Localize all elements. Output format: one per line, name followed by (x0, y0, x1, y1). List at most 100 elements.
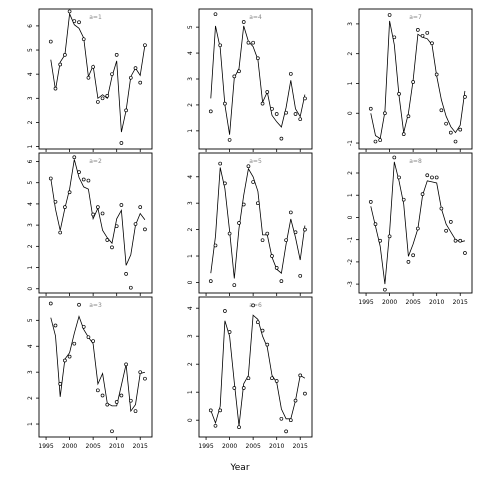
x-tick-label: 2015 (133, 443, 148, 450)
panel-title: a=3 (89, 302, 102, 309)
y-tick-label: 4 (27, 202, 34, 206)
x-tick-label: 2000 (222, 443, 237, 450)
x-tick-label: 2005 (406, 299, 421, 306)
data-point (237, 69, 241, 74)
data-point (373, 222, 378, 226)
y-tick-label: 2 (27, 396, 34, 400)
y-tick-label: 3 (27, 370, 34, 374)
data-point (411, 253, 415, 258)
y-tick-label: 2 (27, 120, 34, 124)
data-point (114, 224, 119, 229)
data-point (96, 388, 100, 393)
data-point (119, 393, 124, 398)
y-tick-label: 1 (187, 254, 194, 258)
data-point (284, 110, 288, 115)
panel-5: 0 1 2 3 4 a=5 (187, 152, 313, 296)
data-point (208, 109, 213, 114)
data-point (100, 393, 105, 398)
panel-frame (198, 296, 313, 438)
data-point (288, 71, 293, 76)
y-tick-label: -3 (347, 281, 354, 287)
panel-title: a=7 (409, 14, 422, 21)
x-tick-label: 2015 (453, 299, 468, 306)
data-point (293, 398, 298, 403)
data-point (86, 75, 91, 80)
y-tick-label: 1 (347, 193, 354, 197)
y-tick-label: 3 (27, 96, 34, 100)
panel-4: 1 2 3 4 5 a=4 (187, 8, 313, 152)
data-point (260, 328, 265, 333)
data-point (383, 111, 387, 116)
data-point (48, 39, 53, 44)
data-point (100, 96, 105, 101)
panel-frame (38, 8, 153, 150)
data-point (241, 202, 246, 207)
panel-title: a=8 (409, 158, 422, 165)
data-point (91, 339, 95, 343)
data-point (458, 238, 463, 243)
data-point (387, 234, 392, 239)
data-point (96, 100, 100, 104)
y-tick-label: 3 (27, 223, 34, 227)
panel-6: 0 1 2 3 4 1995 2000 2005 2010 2015 a=6 (187, 296, 313, 450)
data-point (448, 220, 453, 224)
panel-frame (198, 8, 313, 150)
data-point (241, 20, 246, 24)
data-point (260, 238, 265, 243)
data-point (279, 416, 284, 421)
y-tick-label: 4 (187, 175, 194, 179)
data-point (387, 13, 392, 17)
data-point (303, 391, 307, 396)
data-point (91, 212, 95, 217)
data-point (378, 238, 383, 243)
fitted-line (210, 167, 306, 279)
data-point (373, 139, 378, 144)
fitted-line (210, 25, 306, 135)
y-tick-label: 1 (27, 145, 34, 149)
data-point (430, 41, 434, 46)
data-point (288, 418, 293, 423)
data-point (463, 95, 467, 99)
data-point (63, 358, 67, 363)
y-tick-label: 2 (347, 52, 354, 56)
panel-title: a=2 (89, 158, 102, 165)
data-point (434, 72, 439, 77)
data-point (110, 429, 114, 434)
x-tick-label: 2000 (62, 443, 77, 450)
y-tick-label: -2 (347, 259, 354, 265)
data-point (223, 101, 227, 106)
panel-title: a=1 (89, 14, 102, 21)
data-point (406, 114, 411, 119)
data-point (298, 273, 303, 278)
data-point (232, 283, 237, 287)
data-point (218, 408, 223, 413)
panel-frame (358, 8, 473, 150)
y-tick-label: 0 (27, 287, 34, 291)
data-point (284, 238, 288, 243)
data-point (270, 254, 274, 258)
data-point (227, 330, 232, 334)
data-point (284, 429, 288, 434)
data-point (213, 423, 218, 428)
data-point (392, 155, 397, 160)
data-point (368, 106, 373, 111)
data-point (227, 138, 232, 142)
data-point (430, 175, 434, 180)
data-point (124, 362, 128, 367)
data-point (63, 205, 67, 209)
data-point (444, 228, 448, 233)
panel-7: -1 0 1 2 3 a=7 (347, 8, 473, 152)
data-point (119, 203, 124, 207)
panel-3: 1 2 3 4 5 1995 2000 2005 2010 2015 a=3 (27, 296, 153, 450)
y-tick-label: 2 (347, 171, 354, 175)
data-point (133, 222, 138, 226)
data-point (72, 341, 77, 346)
data-point (383, 287, 387, 292)
data-point (463, 251, 467, 255)
data-point (256, 320, 260, 325)
data-point (114, 53, 119, 57)
data-point (251, 303, 255, 308)
panel-frame (38, 152, 153, 294)
data-point (256, 201, 260, 206)
data-point (246, 376, 251, 381)
